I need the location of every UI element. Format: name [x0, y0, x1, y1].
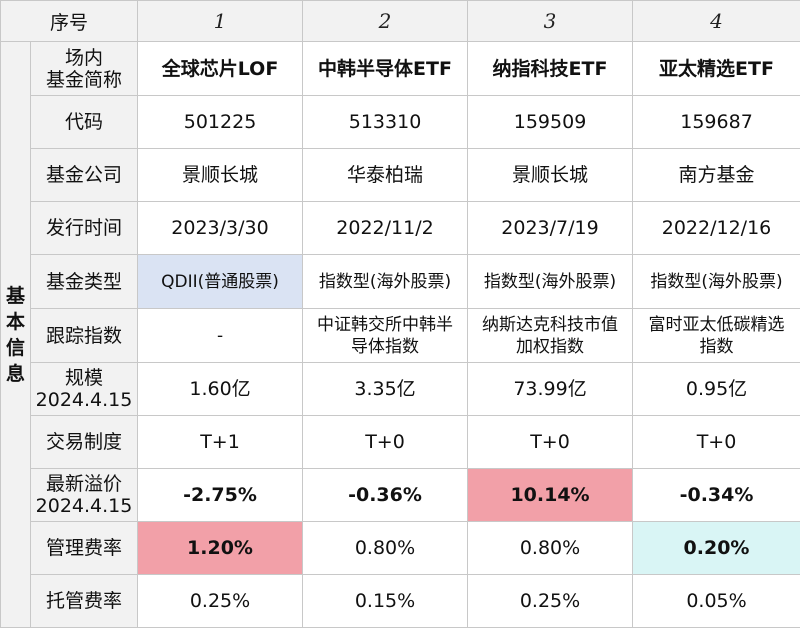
- row-label-issue-date: 发行时间: [31, 202, 138, 255]
- table-row-code: 代码 501225 513310 159509 159687: [1, 96, 800, 149]
- fund-code-cell: 159509: [468, 96, 633, 149]
- table-row-tracking-index: 跟踪指数 - 中证韩交所中韩半 导体指数 纳斯达克科技市值 加权指数 富时亚太低…: [1, 309, 800, 363]
- trading-rule-cell: T+1: [138, 416, 303, 469]
- trading-rule-cell: T+0: [633, 416, 800, 469]
- mgmt-fee-cell: 0.80%: [468, 522, 633, 575]
- table-row-issue-date: 发行时间 2023/3/30 2022/11/2 2023/7/19 2022/…: [1, 202, 800, 255]
- row-label-fund-type: 基金类型: [31, 255, 138, 309]
- issue-date-cell: 2022/12/16: [633, 202, 800, 255]
- column-index-1: 1: [138, 1, 303, 42]
- issue-date-cell: 2023/7/19: [468, 202, 633, 255]
- row-label-name: 场内 基金简称: [31, 42, 138, 96]
- row-label-premium: 最新溢价 2024.4.15: [31, 469, 138, 522]
- table-row-fund-type: 基金类型 QDII(普通股票) 指数型(海外股票) 指数型(海外股票) 指数型(…: [1, 255, 800, 309]
- fund-size-cell: 73.99亿: [468, 363, 633, 416]
- custody-fee-cell: 0.05%: [633, 575, 800, 628]
- row-label-size: 规模 2024.4.15: [31, 363, 138, 416]
- fund-name-cell: 中韩半导体ETF: [303, 42, 468, 96]
- column-index-4: 4: [633, 1, 800, 42]
- fund-type-cell: 指数型(海外股票): [303, 255, 468, 309]
- tracking-index-cell: 富时亚太低碳精选 指数: [633, 309, 800, 363]
- fund-size-cell: 3.35亿: [303, 363, 468, 416]
- table-row-custody-fee: 托管费率 0.25% 0.15% 0.25% 0.05%: [1, 575, 800, 628]
- fund-type-cell: 指数型(海外股票): [633, 255, 800, 309]
- fund-code-cell: 513310: [303, 96, 468, 149]
- row-label-tracking-index: 跟踪指数: [31, 309, 138, 363]
- row-label-custody-fee: 托管费率: [31, 575, 138, 628]
- fund-company-cell: 景顺长城: [468, 149, 633, 202]
- row-label-code: 代码: [31, 96, 138, 149]
- issue-date-cell: 2022/11/2: [303, 202, 468, 255]
- row-label-trading: 交易制度: [31, 416, 138, 469]
- index-header: 序号: [1, 1, 138, 42]
- fund-name-cell: 纳指科技ETF: [468, 42, 633, 96]
- premium-cell: -2.75%: [138, 469, 303, 522]
- row-label-company: 基金公司: [31, 149, 138, 202]
- fund-company-cell: 景顺长城: [138, 149, 303, 202]
- trading-rule-cell: T+0: [303, 416, 468, 469]
- custody-fee-cell: 0.25%: [468, 575, 633, 628]
- column-index-3: 3: [468, 1, 633, 42]
- table-row-name: 基 本 信 息 场内 基金简称 全球芯片LOF 中韩半导体ETF 纳指科技ETF…: [1, 42, 800, 96]
- mgmt-fee-cell: 0.20%: [633, 522, 800, 575]
- mgmt-fee-cell: 0.80%: [303, 522, 468, 575]
- section-label-basic-info: 基 本 信 息: [1, 42, 31, 628]
- fund-size-cell: 0.95亿: [633, 363, 800, 416]
- table-row-premium: 最新溢价 2024.4.15 -2.75% -0.36% 10.14% -0.3…: [1, 469, 800, 522]
- row-label-mgmt-fee: 管理费率: [31, 522, 138, 575]
- fund-company-cell: 华泰柏瑞: [303, 149, 468, 202]
- fund-name-cell: 全球芯片LOF: [138, 42, 303, 96]
- fund-name-cell: 亚太精选ETF: [633, 42, 800, 96]
- fund-type-cell: QDII(普通股票): [138, 255, 303, 309]
- table-row-company: 基金公司 景顺长城 华泰柏瑞 景顺长城 南方基金: [1, 149, 800, 202]
- issue-date-cell: 2023/3/30: [138, 202, 303, 255]
- header-row: 序号 1 2 3 4: [1, 1, 800, 42]
- fund-type-cell: 指数型(海外股票): [468, 255, 633, 309]
- premium-cell: -0.34%: [633, 469, 800, 522]
- fund-code-cell: 159687: [633, 96, 800, 149]
- column-index-2: 2: [303, 1, 468, 42]
- tracking-index-cell: 中证韩交所中韩半 导体指数: [303, 309, 468, 363]
- fund-company-cell: 南方基金: [633, 149, 800, 202]
- tracking-index-cell: -: [138, 309, 303, 363]
- mgmt-fee-cell: 1.20%: [138, 522, 303, 575]
- premium-cell: 10.14%: [468, 469, 633, 522]
- table-row-size: 规模 2024.4.15 1.60亿 3.35亿 73.99亿 0.95亿: [1, 363, 800, 416]
- custody-fee-cell: 0.15%: [303, 575, 468, 628]
- table-row-mgmt-fee: 管理费率 1.20% 0.80% 0.80% 0.20%: [1, 522, 800, 575]
- fund-code-cell: 501225: [138, 96, 303, 149]
- tracking-index-cell: 纳斯达克科技市值 加权指数: [468, 309, 633, 363]
- fund-size-cell: 1.60亿: [138, 363, 303, 416]
- premium-cell: -0.36%: [303, 469, 468, 522]
- trading-rule-cell: T+0: [468, 416, 633, 469]
- custody-fee-cell: 0.25%: [138, 575, 303, 628]
- table-row-trading: 交易制度 T+1 T+0 T+0 T+0: [1, 416, 800, 469]
